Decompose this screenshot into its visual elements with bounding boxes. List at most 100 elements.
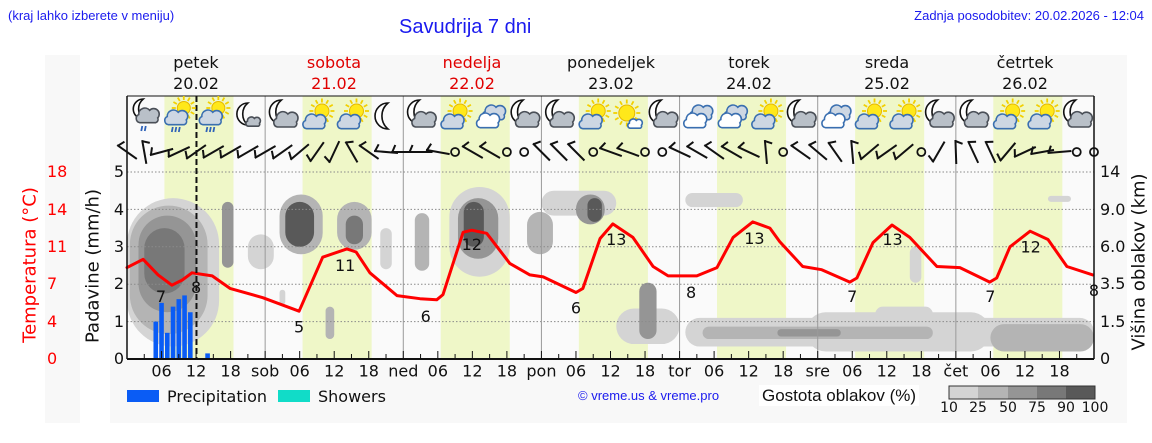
temperature-value-label: 7 — [847, 287, 857, 306]
copyright-link[interactable]: © vreme.us & vreme.pro — [578, 388, 720, 403]
colorbar-segment — [1037, 386, 1066, 399]
x-tick-label: čet — [943, 362, 968, 381]
weather-icon-sun-cloud — [751, 98, 784, 130]
day-header-petek: petek 20.02 — [173, 52, 219, 94]
cloud-icon — [1027, 113, 1052, 130]
weather-icon-sun-cloud — [889, 98, 922, 130]
day-header-torek: torek 24.02 — [726, 52, 772, 94]
weather-icon-sun-cloud — [1027, 98, 1060, 130]
x-tick-label: 12 — [186, 362, 206, 381]
precipitation-bar — [164, 332, 170, 359]
weather-icon-cloudy — [683, 104, 714, 129]
temperature-value-label: 6 — [421, 307, 431, 326]
precipitation-bar — [176, 299, 182, 359]
temperature-line — [125, 220, 1095, 313]
wind-barb-icon — [892, 143, 914, 161]
cloud-density-blob — [909, 246, 922, 283]
cloud-height-tick: 1.5 — [1100, 312, 1126, 331]
wind-barb-icon — [720, 141, 743, 159]
precip-tick: 0 — [113, 349, 124, 368]
rain-icon — [205, 126, 216, 133]
weather-icon-cloudy — [821, 104, 852, 129]
temperature-value-label: 13 — [606, 230, 626, 249]
legend-precipitation-swatch — [127, 390, 159, 402]
cloud-density-layer — [127, 186, 1094, 352]
day-date: 24.02 — [726, 74, 772, 93]
density-tick: 50 — [999, 400, 1017, 416]
wind-barb-icon — [996, 142, 1017, 162]
cloud-icon — [929, 110, 955, 128]
temp-tick: 4 — [47, 312, 58, 331]
weather-icon-cloudy — [717, 104, 749, 129]
wind-barb-icon — [288, 143, 310, 161]
day-date: 20.02 — [173, 74, 219, 93]
wind-barb-icon — [461, 141, 484, 159]
x-tick-label: 18 — [911, 362, 931, 381]
temperature-axis-title: Temperatura (°C) — [19, 187, 41, 343]
day-date: 22.02 — [449, 74, 495, 93]
wind-calm-icon — [588, 147, 599, 157]
cloud-icon — [992, 113, 1018, 130]
weather-icon-sun-cloud — [336, 98, 369, 130]
cloud-density-blob — [345, 215, 363, 245]
wind-barb-icon — [566, 140, 586, 162]
weather-icon-sun-cloud — [992, 98, 1026, 130]
density-tick: 10 — [940, 400, 958, 416]
cloud-density-blob — [685, 192, 743, 208]
x-tick-label: sob — [251, 362, 279, 381]
x-tick-label: 06 — [704, 362, 724, 381]
wind-barb-icon — [790, 140, 811, 160]
cloud-icon — [854, 113, 880, 130]
weather-icon-moon-cloud-rain — [132, 98, 161, 132]
weather-icon-moon-cloud — [406, 99, 437, 128]
last-update-timestamp: Zadnja posodobitev: 20.02.2026 - 12:04 — [914, 8, 1144, 23]
weather-icon-moon-cloud — [648, 99, 679, 128]
cloud-icon — [963, 110, 990, 128]
cloud-density-blob — [221, 201, 234, 268]
moon-icon — [236, 102, 251, 126]
temperature-value-label: 11 — [335, 256, 355, 275]
day-name: nedelja — [442, 53, 502, 72]
precipitation-bar — [153, 321, 159, 359]
weather-icon-sun-cloud — [854, 98, 888, 130]
density-tick: 25 — [969, 400, 987, 416]
rain-icon — [170, 126, 181, 133]
day-date: 25.02 — [864, 74, 910, 93]
precipitation-bar — [182, 295, 187, 359]
moon-icon — [374, 102, 391, 130]
wind-barb-icon — [408, 144, 433, 153]
x-tick-label: 12 — [600, 362, 620, 381]
temperature-value-label: 7 — [985, 287, 995, 306]
wind-barb-icon — [616, 142, 640, 158]
cloud-density-blob — [875, 306, 933, 322]
wind-barb-icon — [323, 140, 341, 164]
x-tick-label: 06 — [566, 362, 586, 381]
cloud-density-blob — [527, 211, 553, 255]
wind-barb-icon — [703, 140, 725, 160]
wind-barb-icon — [857, 143, 880, 161]
wind-calm-icon — [778, 147, 789, 157]
x-tick-label: tor — [668, 362, 691, 381]
precipitation-bar — [188, 312, 193, 359]
cloud-icon — [1067, 110, 1094, 128]
wind-barb-icon — [875, 144, 898, 160]
cloud-density-blob — [777, 329, 841, 337]
wind-barb-icon — [737, 141, 760, 158]
wind-calm-icon — [640, 147, 650, 157]
cloud-icon — [273, 110, 299, 128]
cloud-icon — [475, 112, 501, 129]
wind-barb-icon — [984, 140, 997, 164]
cloud-icon — [514, 110, 541, 128]
sun-icon — [896, 98, 922, 124]
weather-icon-sun-cloud — [578, 98, 611, 130]
wind-calm-icon — [519, 147, 530, 157]
x-tick-label: 06 — [842, 362, 862, 381]
day-name: torek — [728, 53, 770, 72]
wind-barb-icon — [116, 140, 138, 160]
wind-barb-icon — [236, 145, 259, 159]
day-name: ponedeljek — [567, 53, 655, 72]
temp-tick: 14 — [47, 200, 68, 219]
cloud-icon — [717, 112, 743, 129]
cloud-icon — [163, 109, 189, 126]
cloud-icon — [198, 109, 224, 126]
